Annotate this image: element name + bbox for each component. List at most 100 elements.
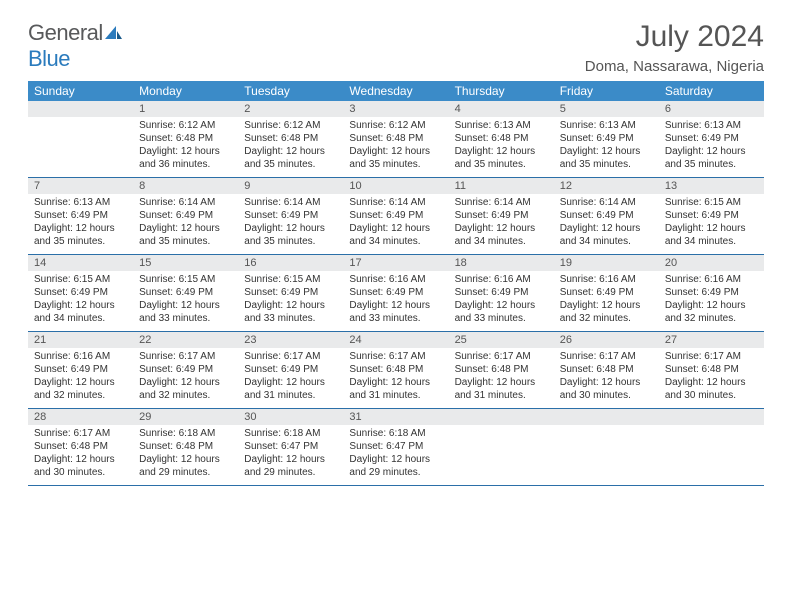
day-number: 30 bbox=[238, 411, 262, 423]
sunrise-line: Sunrise: 6:16 AM bbox=[455, 273, 548, 286]
calendar-cell bbox=[554, 409, 659, 485]
sunrise-line: Sunrise: 6:12 AM bbox=[349, 119, 442, 132]
day-number-row: 18 bbox=[449, 255, 554, 271]
calendar-cell: 2 Sunrise: 6:12 AMSunset: 6:48 PMDaylight… bbox=[238, 101, 343, 177]
calendar-cell: 31Sunrise: 6:18 AMSunset: 6:47 PMDayligh… bbox=[343, 409, 448, 485]
calendar-cell: 14Sunrise: 6:15 AMSunset: 6:49 PMDayligh… bbox=[28, 255, 133, 331]
sunrise-line: Sunrise: 6:18 AM bbox=[349, 427, 442, 440]
day-number: 28 bbox=[28, 411, 52, 423]
day-number-row: 5 bbox=[554, 101, 659, 117]
day-body: Sunrise: 6:16 AMSunset: 6:49 PMDaylight:… bbox=[343, 271, 448, 331]
day-number: 29 bbox=[133, 411, 157, 423]
day-body: Sunrise: 6:16 AMSunset: 6:49 PMDaylight:… bbox=[659, 271, 764, 331]
sunset-line: Sunset: 6:48 PM bbox=[455, 363, 548, 376]
daylight-line: Daylight: 12 hours and 35 minutes. bbox=[244, 145, 337, 171]
day-body: Sunrise: 6:16 AMSunset: 6:49 PMDaylight:… bbox=[28, 348, 133, 408]
calendar-week: 21Sunrise: 6:16 AMSunset: 6:49 PMDayligh… bbox=[28, 332, 764, 409]
daylight-line: Daylight: 12 hours and 30 minutes. bbox=[560, 376, 653, 402]
month-title: July 2024 bbox=[585, 20, 764, 54]
day-body: Sunrise: 6:17 AMSunset: 6:48 PMDaylight:… bbox=[659, 348, 764, 408]
sunset-line: Sunset: 6:47 PM bbox=[349, 440, 442, 453]
sunrise-line: Sunrise: 6:15 AM bbox=[139, 273, 232, 286]
day-number-row: 29 bbox=[133, 409, 238, 425]
daylight-line: Daylight: 12 hours and 35 minutes. bbox=[455, 145, 548, 171]
calendar-cell: 8Sunrise: 6:14 AMSunset: 6:49 PMDaylight… bbox=[133, 178, 238, 254]
calendar-cell: 4Sunrise: 6:13 AMSunset: 6:48 PMDaylight… bbox=[449, 101, 554, 177]
day-number: 1 bbox=[133, 103, 151, 115]
day-number: 16 bbox=[238, 257, 262, 269]
logo-sail-icon bbox=[105, 20, 123, 46]
sunrise-line: Sunrise: 6:16 AM bbox=[34, 350, 127, 363]
sunrise-line: Sunrise: 6:14 AM bbox=[349, 196, 442, 209]
daylight-line: Daylight: 12 hours and 35 minutes. bbox=[349, 145, 442, 171]
sunrise-line: Sunrise: 6:18 AM bbox=[244, 427, 337, 440]
weekday-wednesday: Wednesday bbox=[343, 81, 448, 101]
sunset-line: Sunset: 6:49 PM bbox=[34, 209, 127, 222]
day-number-row: 19 bbox=[554, 255, 659, 271]
weekday-thursday: Thursday bbox=[449, 81, 554, 101]
day-number: 7 bbox=[28, 180, 46, 192]
sunset-line: Sunset: 6:49 PM bbox=[665, 132, 758, 145]
calendar-week: 28Sunrise: 6:17 AMSunset: 6:48 PMDayligh… bbox=[28, 409, 764, 486]
daylight-line: Daylight: 12 hours and 33 minutes. bbox=[455, 299, 548, 325]
daylight-line: Daylight: 12 hours and 34 minutes. bbox=[455, 222, 548, 248]
calendar-cell: 15Sunrise: 6:15 AMSunset: 6:49 PMDayligh… bbox=[133, 255, 238, 331]
day-number: 2 bbox=[238, 103, 256, 115]
day-number: 17 bbox=[343, 257, 367, 269]
calendar-cell: 30Sunrise: 6:18 AMSunset: 6:47 PMDayligh… bbox=[238, 409, 343, 485]
day-number-row: 14 bbox=[28, 255, 133, 271]
sunrise-line: Sunrise: 6:17 AM bbox=[455, 350, 548, 363]
title-block: July 2024 Doma, Nassarawa, Nigeria bbox=[585, 20, 764, 75]
logo-text-1: General bbox=[28, 20, 103, 45]
day-number: 21 bbox=[28, 334, 52, 346]
sunset-line: Sunset: 6:48 PM bbox=[349, 132, 442, 145]
day-number-row: 10 bbox=[343, 178, 448, 194]
calendar-cell: 29Sunrise: 6:18 AMSunset: 6:48 PMDayligh… bbox=[133, 409, 238, 485]
daylight-line: Daylight: 12 hours and 30 minutes. bbox=[665, 376, 758, 402]
day-number: 23 bbox=[238, 334, 262, 346]
day-body: Sunrise: 6:17 AMSunset: 6:48 PMDaylight:… bbox=[343, 348, 448, 408]
daylight-line: Daylight: 12 hours and 34 minutes. bbox=[349, 222, 442, 248]
calendar-cell: 9Sunrise: 6:14 AMSunset: 6:49 PMDaylight… bbox=[238, 178, 343, 254]
day-number: 19 bbox=[554, 257, 578, 269]
sunrise-line: Sunrise: 6:12 AM bbox=[139, 119, 232, 132]
calendar-week: 1Sunrise: 6:12 AMSunset: 6:48 PMDaylight… bbox=[28, 101, 764, 178]
sunset-line: Sunset: 6:49 PM bbox=[560, 286, 653, 299]
day-body bbox=[554, 425, 659, 485]
sunset-line: Sunset: 6:48 PM bbox=[349, 363, 442, 376]
calendar-cell: 28Sunrise: 6:17 AMSunset: 6:48 PMDayligh… bbox=[28, 409, 133, 485]
day-body bbox=[28, 117, 133, 177]
sunset-line: Sunset: 6:49 PM bbox=[244, 363, 337, 376]
day-body bbox=[659, 425, 764, 485]
calendar-cell: 27Sunrise: 6:17 AMSunset: 6:48 PMDayligh… bbox=[659, 332, 764, 408]
sunrise-line: Sunrise: 6:12 AM bbox=[244, 119, 337, 132]
calendar-cell bbox=[659, 409, 764, 485]
day-body: Sunrise: 6:12 AMSunset: 6:48 PMDaylight:… bbox=[238, 117, 343, 177]
sunrise-line: Sunrise: 6:17 AM bbox=[34, 427, 127, 440]
sunrise-line: Sunrise: 6:16 AM bbox=[560, 273, 653, 286]
sunset-line: Sunset: 6:49 PM bbox=[34, 286, 127, 299]
sunset-line: Sunset: 6:49 PM bbox=[349, 286, 442, 299]
calendar-cell: 17 Sunrise: 6:16 AMSunset: 6:49 PMDayligh… bbox=[343, 255, 448, 331]
sunrise-line: Sunrise: 6:15 AM bbox=[244, 273, 337, 286]
day-body: Sunrise: 6:12 AMSunset: 6:48 PMDaylight:… bbox=[133, 117, 238, 177]
day-number: 10 bbox=[343, 180, 367, 192]
day-number-row: 28 bbox=[28, 409, 133, 425]
daylight-line: Daylight: 12 hours and 35 minutes. bbox=[139, 222, 232, 248]
weekday-friday: Friday bbox=[554, 81, 659, 101]
sunset-line: Sunset: 6:49 PM bbox=[560, 132, 653, 145]
day-number-row bbox=[659, 409, 764, 425]
calendar-week: 14Sunrise: 6:15 AMSunset: 6:49 PMDayligh… bbox=[28, 255, 764, 332]
day-number-row: 21 bbox=[28, 332, 133, 348]
day-number-row: 31 bbox=[343, 409, 448, 425]
calendar: Sunday Monday Tuesday Wednesday Thursday… bbox=[28, 81, 764, 486]
sunset-line: Sunset: 6:48 PM bbox=[34, 440, 127, 453]
day-number-row: 2 bbox=[238, 101, 343, 117]
sunset-line: Sunset: 6:49 PM bbox=[244, 286, 337, 299]
day-number-row: 8 bbox=[133, 178, 238, 194]
day-number: 4 bbox=[449, 103, 467, 115]
calendar-cell: 21 Sunrise: 6:16 AMSunset: 6:49 PMDayligh… bbox=[28, 332, 133, 408]
calendar-cell bbox=[449, 409, 554, 485]
sunrise-line: Sunrise: 6:15 AM bbox=[665, 196, 758, 209]
day-number-row bbox=[449, 409, 554, 425]
